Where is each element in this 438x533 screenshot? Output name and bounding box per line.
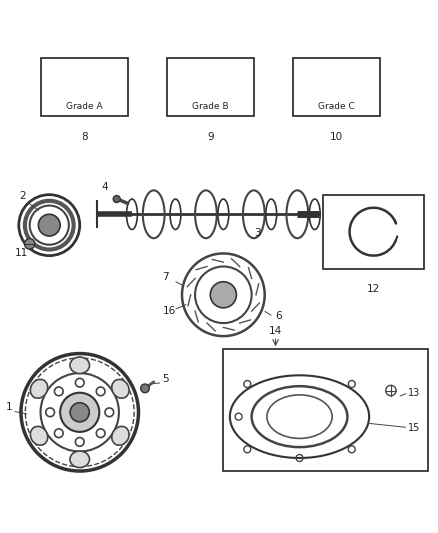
Ellipse shape <box>70 451 89 467</box>
Text: 2: 2 <box>19 191 25 201</box>
Circle shape <box>96 429 105 438</box>
Bar <box>41 58 127 116</box>
Text: 12: 12 <box>367 284 380 294</box>
Circle shape <box>141 384 149 393</box>
Text: 15: 15 <box>408 423 420 433</box>
Bar <box>223 349 428 471</box>
Text: 16: 16 <box>162 306 176 317</box>
Ellipse shape <box>30 379 48 398</box>
Text: 13: 13 <box>408 387 420 398</box>
Text: 10: 10 <box>330 132 343 142</box>
Bar <box>167 58 254 116</box>
Text: 4: 4 <box>102 182 108 192</box>
Circle shape <box>25 239 35 249</box>
Text: 3: 3 <box>254 228 261 238</box>
Circle shape <box>70 403 89 422</box>
Text: 7: 7 <box>162 271 169 281</box>
Ellipse shape <box>112 426 129 445</box>
Ellipse shape <box>112 379 129 398</box>
Ellipse shape <box>30 426 48 445</box>
Circle shape <box>96 387 105 395</box>
Bar <box>293 58 380 116</box>
Text: Grade B: Grade B <box>192 102 229 111</box>
Circle shape <box>105 408 114 417</box>
Ellipse shape <box>70 357 89 374</box>
Circle shape <box>75 438 84 446</box>
Text: 8: 8 <box>81 132 88 142</box>
Text: 14: 14 <box>269 326 282 336</box>
Text: 11: 11 <box>14 248 28 257</box>
Text: Grade C: Grade C <box>318 102 355 111</box>
Circle shape <box>113 196 120 203</box>
Circle shape <box>46 408 54 417</box>
Text: 6: 6 <box>276 311 282 321</box>
Circle shape <box>54 387 63 395</box>
Text: 5: 5 <box>162 374 169 384</box>
Text: 9: 9 <box>207 132 214 142</box>
Circle shape <box>210 282 237 308</box>
Circle shape <box>60 393 99 432</box>
Bar <box>323 195 424 269</box>
Circle shape <box>54 429 63 438</box>
Text: Grade A: Grade A <box>66 102 102 111</box>
Text: 1: 1 <box>6 402 12 412</box>
Circle shape <box>75 378 84 387</box>
Circle shape <box>39 214 60 236</box>
